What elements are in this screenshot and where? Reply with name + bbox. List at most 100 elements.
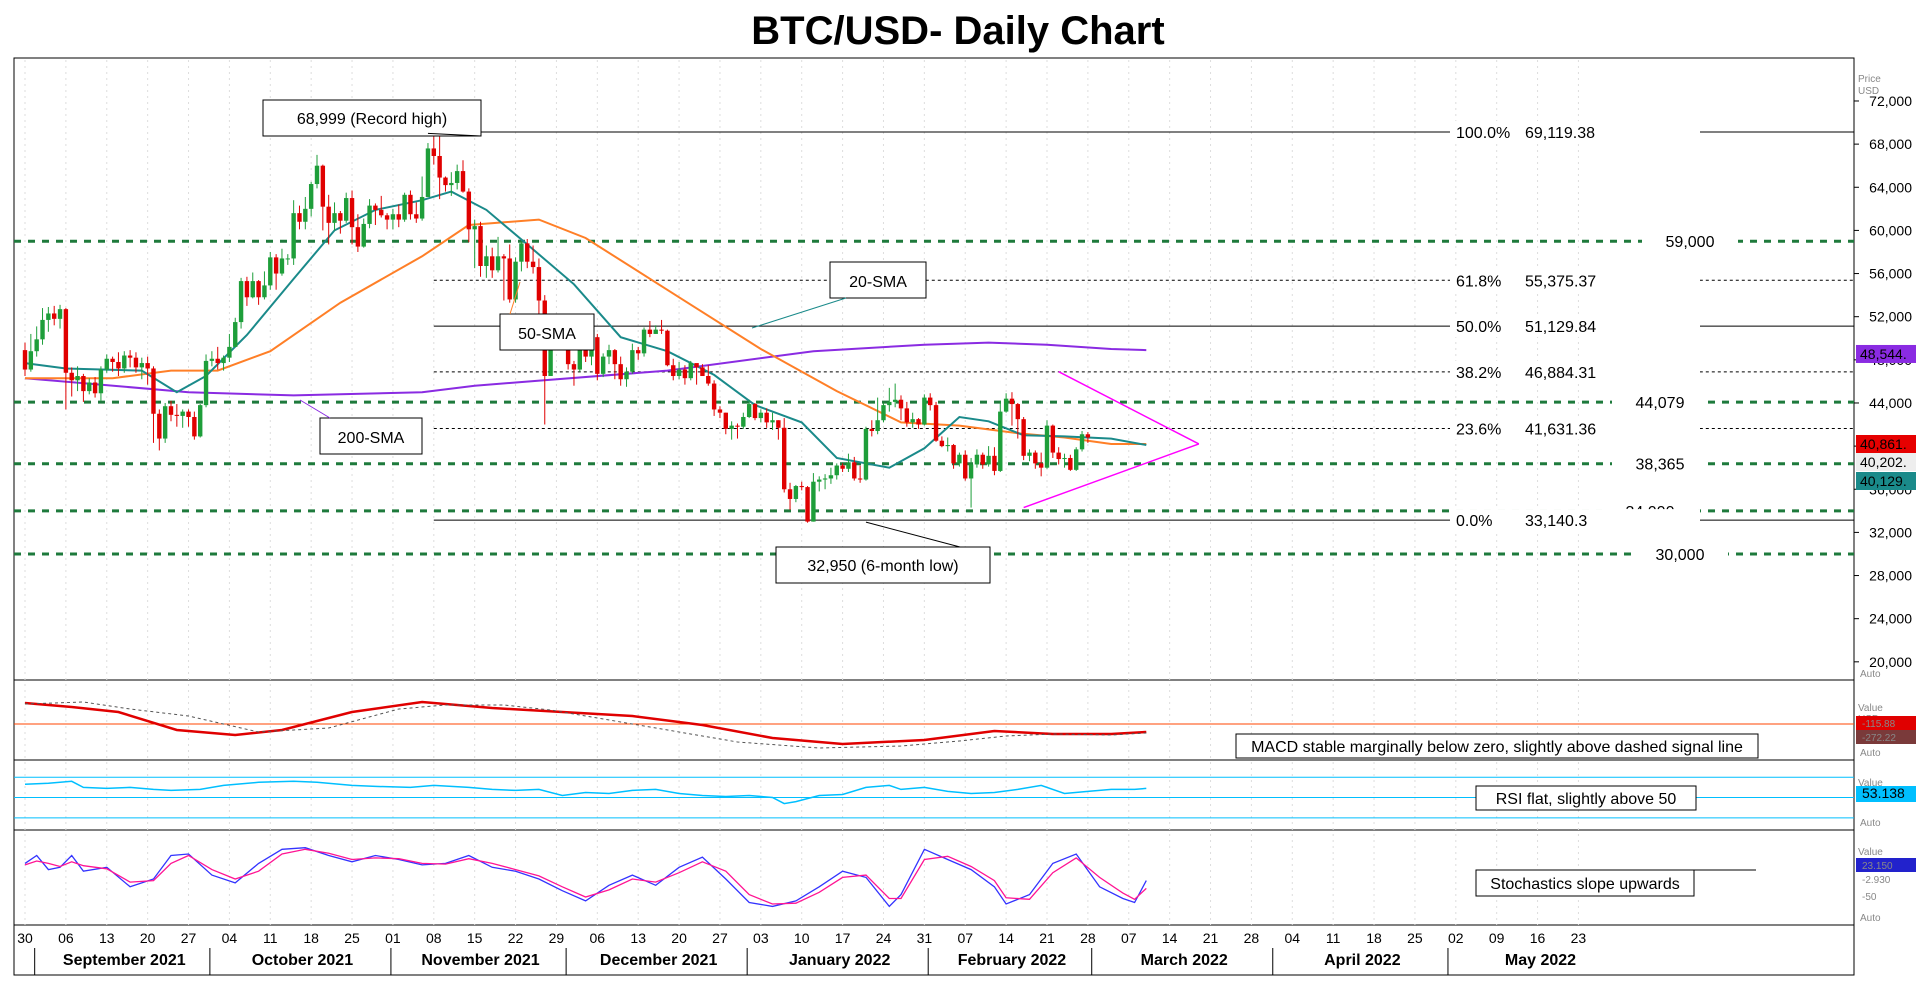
day-tick-label: 13	[630, 930, 646, 946]
fib-pct-label: 100.0%	[1456, 125, 1510, 142]
candle-body	[998, 411, 1003, 471]
candle-body	[268, 257, 273, 286]
price-tag-text: 40,129.	[1860, 473, 1907, 489]
candle-body	[980, 454, 985, 465]
candle-body	[1074, 449, 1079, 470]
candle-body	[244, 281, 250, 298]
candle-body	[945, 445, 950, 447]
price-axis-header-unit: USD	[1858, 86, 1879, 97]
candle-body	[168, 406, 174, 415]
candle-body	[536, 267, 542, 301]
candle-body	[1003, 398, 1009, 412]
candle-body	[898, 399, 904, 409]
sma50-label: 50-SMA	[518, 326, 576, 343]
candle-body	[513, 261, 518, 300]
sma200-label: 200-SMA	[338, 430, 405, 447]
candle-body	[507, 258, 512, 300]
candle-body	[466, 191, 472, 230]
price-tag-text: 40,861.	[1860, 436, 1907, 452]
candle-body	[717, 409, 723, 413]
day-tick-label: 25	[344, 930, 360, 946]
candle-body	[133, 357, 139, 368]
price-tick-label: 52,000	[1869, 309, 1912, 325]
fib-label-bg	[1450, 269, 1700, 292]
candle-body	[92, 382, 98, 394]
month-label: October 2021	[252, 952, 353, 969]
day-tick-label: 06	[58, 930, 74, 946]
macd-tag2-bg	[1856, 730, 1916, 744]
candle-body	[735, 425, 740, 427]
candle-body	[384, 215, 390, 220]
candle-body	[939, 440, 945, 447]
rsi-tag: 53.138	[1862, 785, 1905, 801]
rsi-line	[24, 780, 1147, 805]
candle-body	[449, 182, 454, 186]
candle-body	[291, 213, 296, 259]
candle-body	[630, 350, 635, 372]
day-tick-label: 28	[1244, 930, 1260, 946]
candle-body	[227, 346, 232, 358]
candle-body	[139, 363, 144, 368]
candle-body	[174, 414, 180, 416]
candle-body	[676, 369, 682, 377]
candle-body	[122, 355, 127, 369]
candle-body	[746, 404, 752, 417]
candle-body	[1033, 452, 1038, 464]
fib-value-label: 55,375.37	[1525, 273, 1596, 290]
candle-body	[869, 428, 874, 432]
candle-body	[641, 329, 647, 354]
day-tick-label: 25	[1407, 930, 1423, 946]
candle-body	[1056, 452, 1061, 460]
candle-body	[682, 369, 688, 379]
candle-body	[764, 412, 769, 423]
level-label: 59,000	[1666, 234, 1715, 251]
candle-body	[297, 213, 302, 222]
candle-body	[431, 148, 436, 156]
candle-body	[437, 155, 442, 178]
day-tick-label: 18	[1366, 930, 1382, 946]
day-tick-label: 31	[917, 930, 933, 946]
price-tag-bg	[1856, 344, 1916, 363]
stoch-tag2: -2.930	[1862, 875, 1891, 886]
fib-label-bg	[1450, 417, 1700, 440]
candle-body	[770, 420, 775, 423]
candle-body	[40, 319, 45, 340]
candle-body	[811, 481, 816, 522]
fib-label-bg	[1450, 315, 1700, 338]
month-label: November 2021	[421, 952, 539, 969]
level-label-bg	[1612, 452, 1708, 475]
candle-body	[530, 261, 536, 268]
price-tick-label: 60,000	[1869, 222, 1912, 238]
chart-title: BTC/USD- Daily Chart	[751, 9, 1164, 53]
candle-body	[34, 339, 39, 352]
candle-body	[612, 350, 618, 365]
level-label-bg	[1632, 542, 1728, 565]
day-tick-label: 09	[1489, 930, 1505, 946]
candle-body	[887, 401, 892, 406]
stochastic-k-line	[24, 847, 1147, 908]
candle-body	[63, 309, 69, 373]
price-tick-label: 20,000	[1869, 654, 1912, 670]
candle-body	[250, 281, 255, 298]
candle-body	[495, 256, 501, 271]
day-tick-label: 20	[671, 930, 687, 946]
day-tick-label: 17	[835, 930, 851, 946]
candle-body	[52, 313, 57, 319]
candle-body	[110, 358, 115, 362]
candle-body	[834, 465, 839, 476]
fib-label-bg	[1450, 509, 1700, 532]
price-tick-label: 64,000	[1869, 179, 1912, 195]
candle-body	[828, 475, 834, 479]
candle-body	[706, 376, 711, 384]
date-axis-frame	[13, 924, 1855, 976]
fib-pct-label: 23.6%	[1456, 422, 1501, 439]
candle-body	[583, 346, 588, 357]
rsi-annotation-box	[1475, 785, 1697, 811]
rsi-tag-bg	[1856, 786, 1916, 802]
candle-body	[636, 350, 641, 354]
stoch-tag1-bg	[1856, 858, 1916, 872]
candle-body	[577, 346, 582, 370]
candle-body	[665, 330, 670, 366]
